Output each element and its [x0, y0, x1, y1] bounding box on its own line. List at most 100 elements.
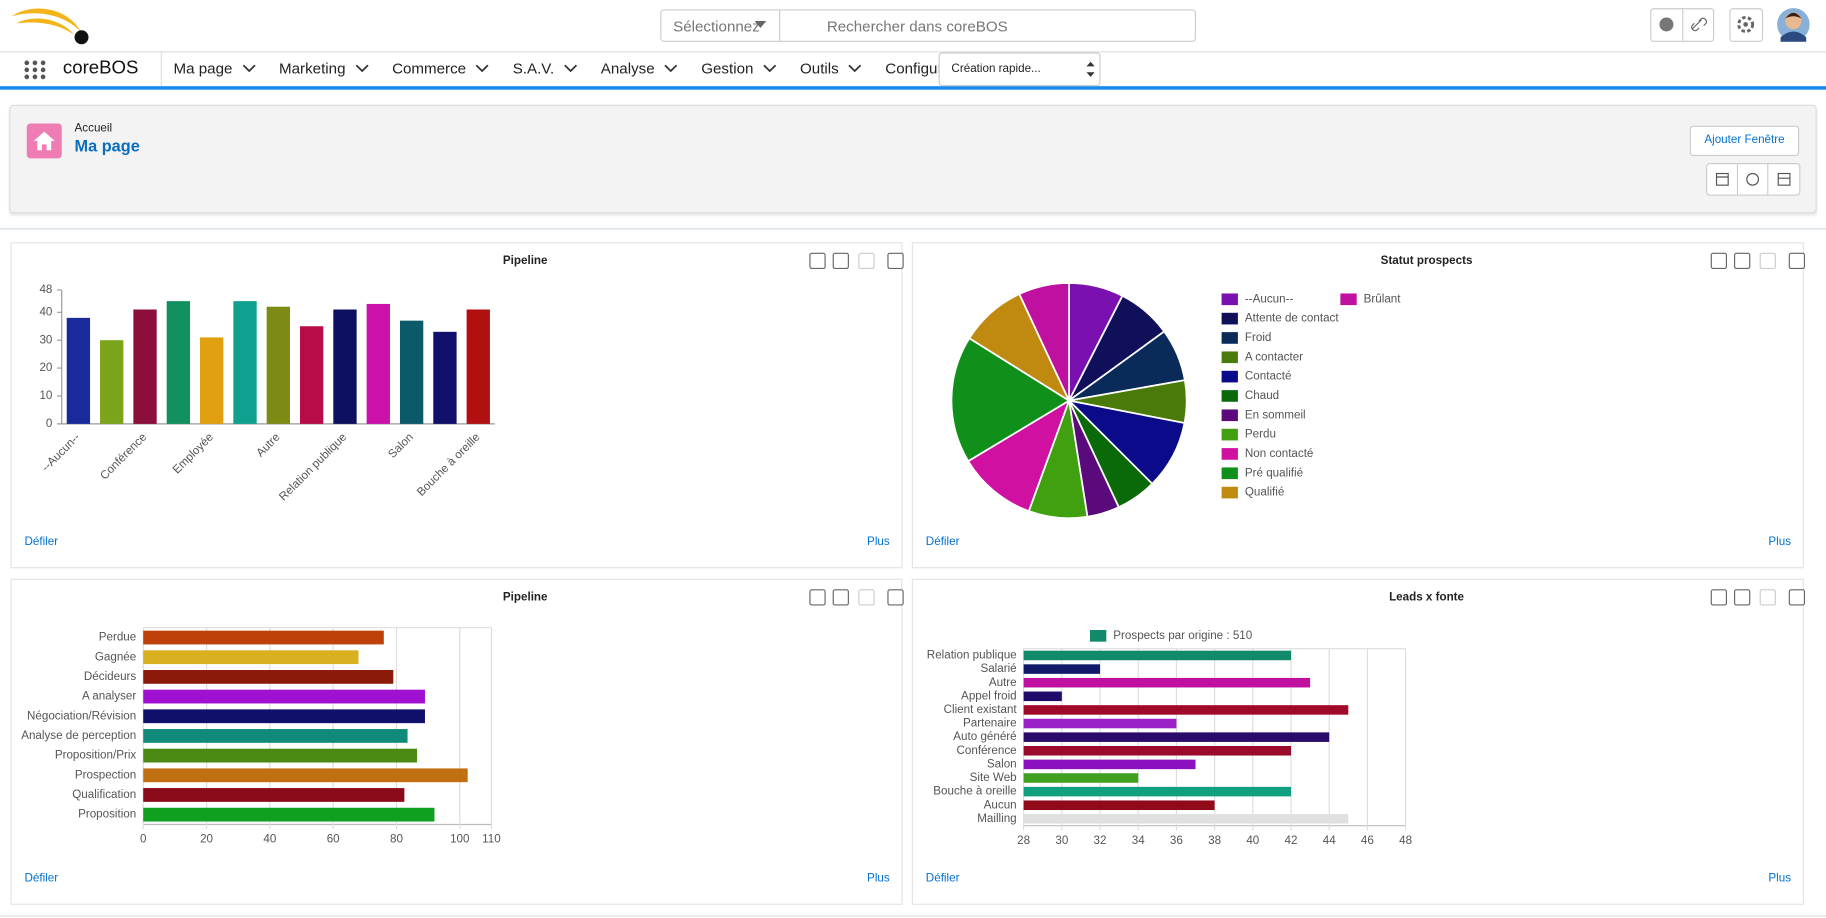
- widget-icon[interactable]: [1759, 589, 1776, 606]
- quick-create-label[interactable]: Création rapide...: [951, 62, 1041, 76]
- y-tick-label: Négociation/Révision: [27, 709, 136, 722]
- chevron: [475, 64, 489, 73]
- nav-items: Ma page Marketing Commerce S.A.V. Analyse Ges…: [160, 51, 1011, 87]
- nav-label[interactable]: Gestion: [701, 59, 754, 77]
- nav-item[interactable]: Analyse: [589, 51, 689, 86]
- more-link[interactable]: Plus: [1768, 535, 1792, 549]
- widget-icon[interactable]: [887, 589, 904, 606]
- legend-label: --Aucun--: [1245, 292, 1294, 305]
- widget: Statut prospects --Aucun-- Attente de cont…: [911, 242, 1806, 569]
- nav-item[interactable]: Marketing: [267, 51, 380, 86]
- widget-icon[interactable]: [858, 252, 875, 270]
- widget-icon[interactable]: [1710, 589, 1728, 606]
- legend-swatch: [1221, 332, 1238, 344]
- widget-icon[interactable]: [809, 252, 826, 270]
- nav-item[interactable]: Commerce: [380, 51, 501, 86]
- bar: [1023, 814, 1349, 824]
- bar: [333, 309, 357, 424]
- legend-label: Attente de contact: [1245, 312, 1339, 325]
- nav-item[interactable]: Gestion: [690, 51, 789, 86]
- chart-title: Pipeline: [503, 590, 548, 603]
- more-link[interactable]: Plus: [867, 535, 890, 549]
- nav-item[interactable]: S.A.V.: [501, 51, 589, 86]
- legend-label: En sommeil: [1245, 408, 1306, 421]
- widget-icon[interactable]: [887, 252, 904, 270]
- page-header: Accueil Ma page Ajouter Fenêtre: [9, 104, 1817, 214]
- search-scope[interactable]: Sélectionnez: [673, 17, 760, 35]
- widget-icon[interactable]: [858, 589, 875, 606]
- more-link[interactable]: Plus: [1768, 872, 1792, 886]
- widget-icon[interactable]: [809, 589, 826, 606]
- bar: [143, 748, 418, 763]
- widget-icon[interactable]: [1788, 589, 1806, 606]
- nav-label[interactable]: Outils: [800, 59, 839, 77]
- chart-title: Statut prospects: [1381, 254, 1473, 267]
- nav-label[interactable]: Marketing: [279, 59, 346, 77]
- nav-item[interactable]: Outils: [788, 51, 873, 86]
- legend-label: Chaud: [1245, 389, 1279, 402]
- scroll-link[interactable]: Défiler: [24, 872, 59, 886]
- top-bar: Sélectionnez Rechercher dans coreBOS: [0, 0, 1826, 53]
- bar: [466, 309, 490, 424]
- scroll-link[interactable]: Défiler: [925, 872, 960, 886]
- widget-icon[interactable]: [832, 589, 849, 606]
- x-tick-label: Employée: [170, 431, 216, 477]
- utility-buttons[interactable]: [1650, 8, 1715, 42]
- y-tick-label: Analyse de perception: [21, 729, 136, 742]
- nav-label[interactable]: Commerce: [392, 59, 467, 77]
- y-tick-label: Qualification: [72, 788, 136, 801]
- footer-line: [0, 915, 1826, 917]
- add-window-button[interactable]: Ajouter Fenêtre: [1689, 125, 1800, 157]
- widget-icon[interactable]: [1710, 252, 1728, 270]
- widget-icon[interactable]: [1759, 252, 1776, 270]
- chevron-path: [848, 64, 862, 73]
- x-tick-label: Relation publique: [277, 431, 350, 504]
- search-placeholder[interactable]: Rechercher dans coreBOS: [826, 17, 1008, 35]
- widget-icon[interactable]: [832, 252, 849, 270]
- y-tick-label: Mailling: [977, 812, 1016, 825]
- legend-swatch: [1221, 409, 1238, 422]
- x-tick-label: 36: [1170, 834, 1183, 847]
- nav-label[interactable]: Analyse: [600, 59, 655, 77]
- y-tick-label: Conférence: [957, 744, 1017, 757]
- app-name: coreBOS: [62, 58, 139, 79]
- widget-icon[interactable]: [1734, 252, 1751, 270]
- y-tick-label: 20: [39, 361, 52, 374]
- bar: [1023, 759, 1196, 770]
- x-tick-label: Salon: [386, 431, 416, 461]
- search-box[interactable]: Sélectionnez Rechercher dans coreBOS: [660, 9, 1196, 42]
- widget-icon[interactable]: [1734, 589, 1751, 606]
- nav-label[interactable]: Ma page: [173, 59, 233, 77]
- y-tick-label: 40: [39, 305, 52, 318]
- y-tick-label: Perdue: [99, 631, 137, 644]
- bar: [366, 303, 390, 424]
- x-tick-label: 30: [1055, 834, 1068, 847]
- view-buttons[interactable]: [1706, 163, 1801, 196]
- avatar[interactable]: [1777, 7, 1810, 42]
- x-tick-label: 28: [1017, 834, 1030, 847]
- legend-label: Pré qualifié: [1245, 466, 1303, 479]
- bar: [1023, 773, 1139, 783]
- nav-label[interactable]: S.A.V.: [512, 59, 555, 77]
- y-tick-label: 0: [46, 417, 53, 430]
- settings-button[interactable]: [1729, 8, 1764, 42]
- chart: Pipeline 0 10 20 30 40 48 --Aucun-- Conférence Em…: [39, 254, 548, 504]
- bar: [1023, 677, 1311, 688]
- widget-icon[interactable]: [1788, 252, 1806, 270]
- quick-create[interactable]: Création rapide...: [938, 52, 1101, 87]
- bar: [143, 807, 435, 822]
- nav-item[interactable]: Ma page: [162, 51, 268, 86]
- legend-swatch: [1340, 293, 1357, 306]
- y-tick-label: Bouche à oreille: [933, 785, 1016, 798]
- scroll-link[interactable]: Défiler: [925, 535, 960, 549]
- more-link[interactable]: Plus: [867, 872, 890, 886]
- pie-slice: [950, 337, 1071, 463]
- scroll-link[interactable]: Défiler: [24, 535, 59, 549]
- app-launcher[interactable]: [23, 59, 46, 80]
- bar: [233, 301, 257, 424]
- widget: Pipeline 0 20 40 60 80 100 110 Perdue Gagnée Décid…: [10, 578, 904, 905]
- chevron: [848, 64, 862, 73]
- legend-label: Perdu: [1245, 428, 1276, 441]
- breadcrumb[interactable]: Accueil: [74, 122, 113, 136]
